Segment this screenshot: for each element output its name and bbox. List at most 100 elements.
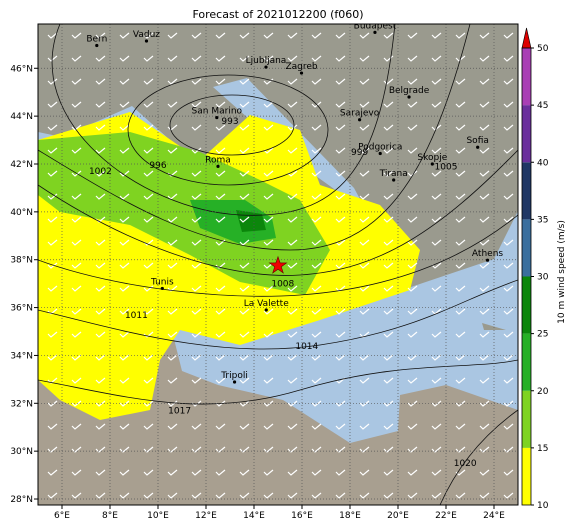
wind-barb [335, 354, 346, 361]
wind-barb [143, 101, 154, 108]
wind-barb [503, 216, 514, 223]
wind-barb [143, 55, 154, 62]
wind-barb [215, 262, 226, 269]
colorbar-bin [522, 219, 531, 277]
wind-barb [215, 239, 226, 246]
wind-barb [431, 32, 442, 39]
wind-barb [287, 423, 298, 430]
wind-barb [503, 446, 514, 453]
wind-barb [239, 285, 250, 292]
city-dot [160, 286, 164, 291]
wind-barb [503, 239, 514, 246]
wind-barb [407, 55, 418, 62]
wind-barb [455, 147, 466, 154]
wind-barb [191, 55, 202, 62]
wind-barb [239, 469, 250, 476]
colorbar-bin [522, 105, 531, 163]
colorbar-tick-label: 20 [537, 387, 549, 397]
colorbar-tick-label: 45 [537, 101, 548, 111]
wind-barb [311, 400, 322, 407]
wind-barb [431, 331, 442, 338]
wind-barb [143, 262, 154, 269]
wind-barb [335, 124, 346, 131]
wind-barb [359, 285, 370, 292]
wind-barb [503, 423, 514, 430]
wind-barb [71, 239, 82, 246]
wind-barb [455, 216, 466, 223]
wind-barb [239, 124, 250, 131]
wind-barb [335, 492, 346, 499]
wind-barb [287, 124, 298, 131]
wind-barb [335, 32, 346, 39]
city-dot [144, 39, 149, 43]
wind-barb [47, 354, 58, 361]
wind-barb [383, 377, 394, 384]
wind-barb [47, 239, 58, 246]
wind-barb [407, 262, 418, 269]
wind-barb [407, 216, 418, 223]
wind-barb [407, 377, 418, 384]
wind-barb [119, 446, 130, 453]
wind-barb [311, 469, 322, 476]
wind-barb [383, 32, 394, 39]
wind-barb [287, 193, 298, 200]
wind-barb [263, 469, 274, 476]
wind-barb [239, 216, 250, 223]
wind-barb [431, 170, 442, 177]
city-label: Ljubljana [246, 56, 287, 66]
wind-barb [455, 331, 466, 338]
wind-barb [455, 285, 466, 292]
wind-barb [287, 78, 298, 85]
wind-barb [167, 446, 178, 453]
x-tick-label: 18°E [339, 511, 361, 521]
wind-barb [335, 469, 346, 476]
wind-barb [47, 262, 58, 269]
wind-barb [47, 446, 58, 453]
wind-barb [431, 354, 442, 361]
wind-barb [431, 216, 442, 223]
wind-barb [479, 446, 490, 453]
x-tick-label: 6°E [54, 511, 70, 521]
wind-barb [311, 423, 322, 430]
wind-barb [71, 124, 82, 131]
wind-barb [311, 308, 322, 315]
wind-barb [167, 331, 178, 338]
wind-barb [383, 354, 394, 361]
wind-barb [311, 124, 322, 131]
wind-barb [359, 32, 370, 39]
wind-barb [311, 78, 322, 85]
wind-barb [143, 469, 154, 476]
wind-barb [407, 423, 418, 430]
wind-barb [359, 78, 370, 85]
wind-barb [119, 285, 130, 292]
wind-barb [143, 423, 154, 430]
wind-barb [407, 354, 418, 361]
wind-barb [479, 55, 490, 62]
wind-barb [143, 492, 154, 499]
wind-barb [167, 308, 178, 315]
wind-barb [431, 55, 442, 62]
city-dot [264, 308, 268, 312]
map: 993 996 999 1002 1005 1008 1011 1014 1017 1020 Ber… [38, 24, 518, 505]
wind-barb [311, 216, 322, 223]
wind-barb [383, 308, 394, 315]
y-tick-label: 46°N [10, 64, 33, 74]
wind-barb [263, 124, 274, 131]
wind-barb [71, 32, 82, 39]
wind-barb [215, 147, 226, 154]
wind-barb [287, 400, 298, 407]
wind-barb [239, 377, 250, 384]
x-tick-label: 14°E [243, 511, 265, 521]
wind-barb [383, 78, 394, 85]
y-tick-label: 38°N [10, 256, 33, 266]
wind-barb [215, 308, 226, 315]
wind-barb [95, 101, 106, 108]
wind-barb [47, 400, 58, 407]
wind-barb [143, 32, 154, 39]
colorbar-label: 10 m wind speed (m/s) [557, 220, 567, 324]
wind-barb [383, 285, 394, 292]
wind-barb [335, 78, 346, 85]
wind-barb [335, 147, 346, 154]
wind-barb [215, 377, 226, 384]
wind-barb [287, 377, 298, 384]
